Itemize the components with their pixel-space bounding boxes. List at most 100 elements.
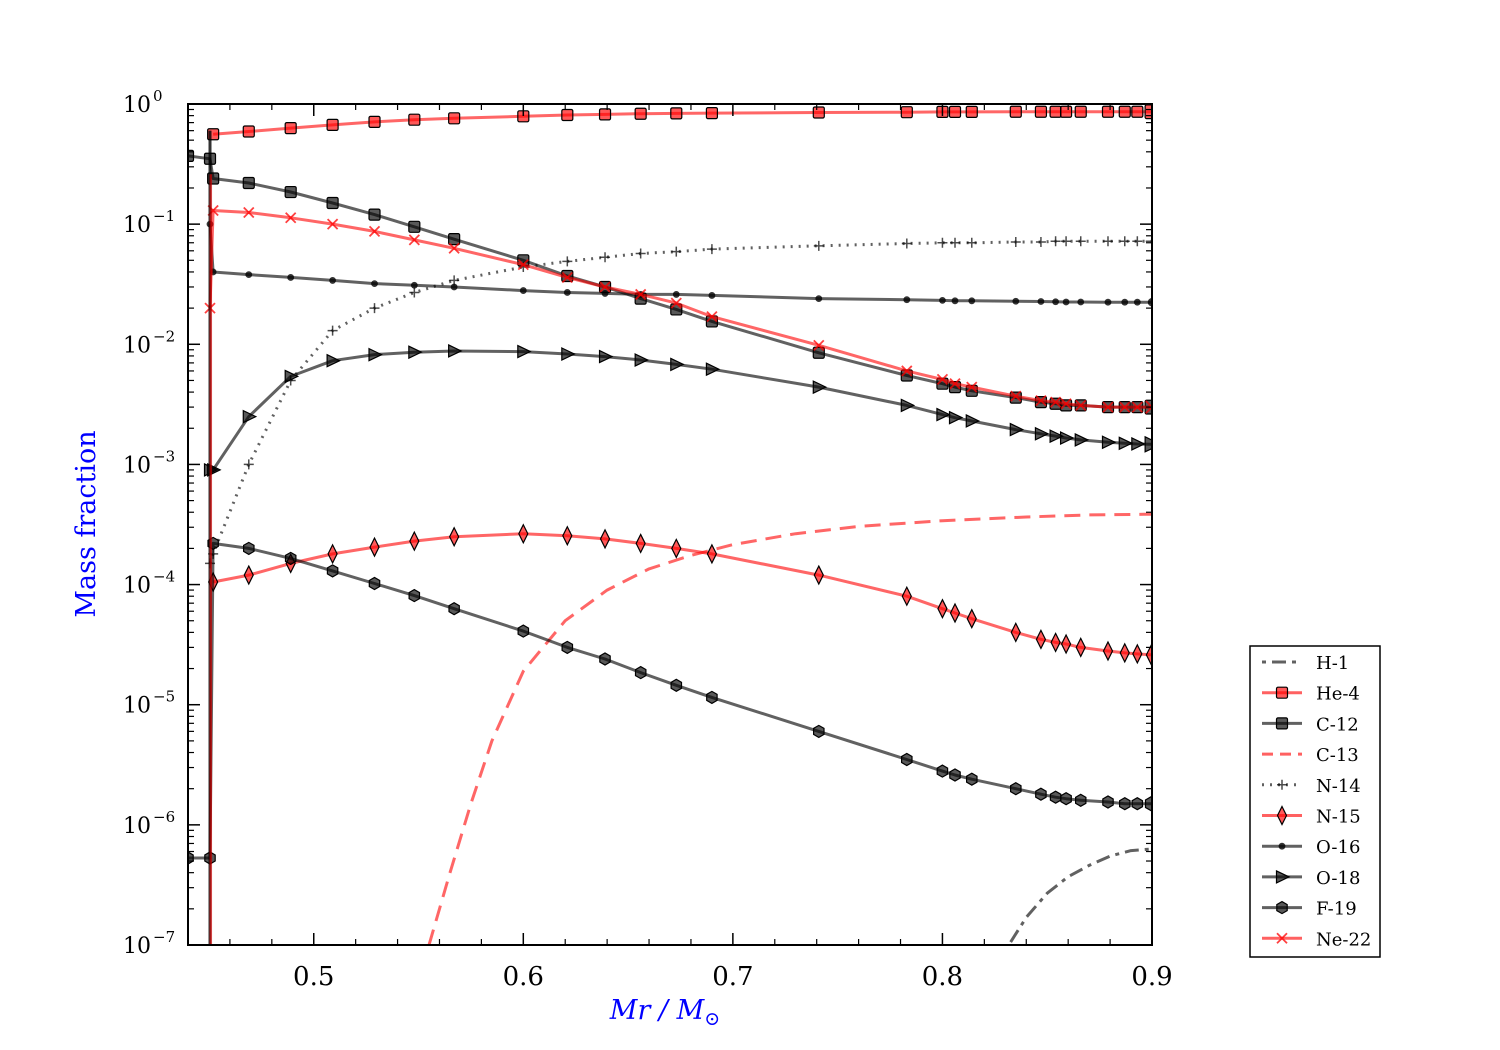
marker-he-4 xyxy=(1049,105,1062,118)
y-tick-label: 10 xyxy=(123,213,151,238)
marker-ne-22 xyxy=(1119,401,1131,413)
y-tick-label: 10 xyxy=(123,934,151,959)
legend-label-n-14: N-14 xyxy=(1316,776,1361,797)
y-tick-label-base: 10 xyxy=(123,453,151,478)
marker-o-18 xyxy=(1118,436,1134,451)
marker-f-19 xyxy=(812,724,825,739)
marker-o-18 xyxy=(598,349,614,364)
marker-he-4 xyxy=(284,122,297,135)
marker-f-19 xyxy=(1049,790,1062,804)
legend-marker-c-12 xyxy=(1275,717,1289,730)
marker-o-18 xyxy=(900,398,916,413)
marker-n-14 xyxy=(1075,236,1086,247)
marker-n-14 xyxy=(966,237,977,248)
marker-n-14 xyxy=(813,240,824,251)
marker-o-18 xyxy=(1144,435,1152,453)
marker-ne-22 xyxy=(1075,399,1087,412)
marker-he-4 xyxy=(1118,105,1131,118)
y-tick-label: 10 xyxy=(123,574,151,599)
marker-c-12 xyxy=(326,196,339,210)
marker-o-16 xyxy=(563,289,571,296)
marker-f-19 xyxy=(1144,795,1152,812)
marker-he-4 xyxy=(948,105,962,118)
marker-o-18 xyxy=(448,344,463,358)
marker-n-14 xyxy=(937,237,948,248)
legend-label-ne-22: Ne-22 xyxy=(1316,929,1371,950)
legend-marker-o-16 xyxy=(1278,842,1286,850)
y-tick-label-base: 10 xyxy=(123,814,151,839)
marker-o-18 xyxy=(1049,429,1064,444)
legend: H-1 He-4 C-12 C-13 N-14 N-15 O-16 O-18 F-19 Ne-22 xyxy=(1249,645,1381,958)
marker-o-16 xyxy=(287,274,295,281)
legend-marker-he-4 xyxy=(1275,686,1289,699)
marker-c-12 xyxy=(242,176,255,190)
marker-n-15 xyxy=(369,536,380,558)
marker-n-14 xyxy=(1145,235,1152,248)
marker-o-18 xyxy=(284,369,300,384)
marker-he-4 xyxy=(634,107,647,120)
marker-n-14 xyxy=(1061,236,1072,247)
marker-o-16 xyxy=(329,277,336,284)
marker-f-19 xyxy=(706,690,718,705)
marker-he-4 xyxy=(1059,105,1073,118)
series-line-n-15 xyxy=(212,532,1152,657)
marker-o-18 xyxy=(1101,435,1117,450)
marker-o-16 xyxy=(1121,298,1129,306)
marker-he-4 xyxy=(900,106,913,119)
marker-he-4 xyxy=(1074,105,1087,118)
series-line-o-16 xyxy=(208,224,1152,304)
marker-ne-22 xyxy=(901,365,913,377)
marker-n-15 xyxy=(937,598,948,620)
legend-entry-o-16: O-16 xyxy=(1262,837,1360,858)
marker-o-18 xyxy=(812,380,828,395)
marker-ne-22 xyxy=(635,288,647,301)
legend-marker-o-18 xyxy=(1275,869,1291,884)
marker-o-18 xyxy=(1131,437,1146,451)
marker-n-15 xyxy=(901,585,912,607)
marker-n-15 xyxy=(949,602,961,624)
marker-f-19 xyxy=(561,640,574,655)
marker-n-15 xyxy=(813,564,824,586)
x-axis-label-subscript: ⊙ xyxy=(704,1008,720,1030)
marker-ne-22 xyxy=(368,225,381,238)
y-tick-label-base: 10 xyxy=(123,213,151,238)
marker-n-15 xyxy=(1035,629,1047,650)
marker-n-15 xyxy=(1132,643,1143,665)
legend-label-o-18: O-18 xyxy=(1316,868,1360,889)
series-o-16 xyxy=(206,220,1152,307)
legend-marker-n-15 xyxy=(1276,805,1288,826)
marker-o-18 xyxy=(408,345,423,360)
series-line-h-1 xyxy=(1007,847,1152,945)
marker-o-16 xyxy=(939,296,946,304)
marker-ne-22 xyxy=(517,259,529,271)
legend-label-c-12: C-12 xyxy=(1316,714,1359,735)
marker-o-18 xyxy=(965,414,981,428)
marker-ne-22 xyxy=(599,281,611,293)
marker-o-18 xyxy=(634,353,650,367)
data-curves xyxy=(188,104,1152,945)
series-line-o-18 xyxy=(210,349,1152,472)
marker-o-16 xyxy=(951,297,959,305)
y-tick-label-base: 10 xyxy=(123,93,151,118)
marker-n-15 xyxy=(706,543,718,565)
marker-n-15 xyxy=(966,608,977,630)
marker-n-14 xyxy=(671,246,682,257)
marker-n-15 xyxy=(671,538,682,559)
marker-n-15 xyxy=(1075,637,1086,658)
marker-o-18 xyxy=(705,362,721,377)
marker-f-19 xyxy=(936,764,949,778)
marker-c-12 xyxy=(448,233,461,246)
marker-n-15 xyxy=(1050,632,1061,653)
marker-o-18 xyxy=(670,357,685,372)
legend-marker-f-19 xyxy=(1276,900,1288,915)
marker-c-12 xyxy=(812,346,825,359)
marker-n-14 xyxy=(1010,237,1021,248)
y-tick-label-exponent: −1 xyxy=(153,207,175,225)
y-tick-label-exponent: −4 xyxy=(153,568,175,586)
marker-he-4 xyxy=(448,112,461,125)
y-tick-label-base: 10 xyxy=(123,694,151,719)
y-tick-label: 10 xyxy=(123,333,151,358)
marker-f-19 xyxy=(448,602,460,616)
marker-he-4 xyxy=(1009,105,1022,118)
